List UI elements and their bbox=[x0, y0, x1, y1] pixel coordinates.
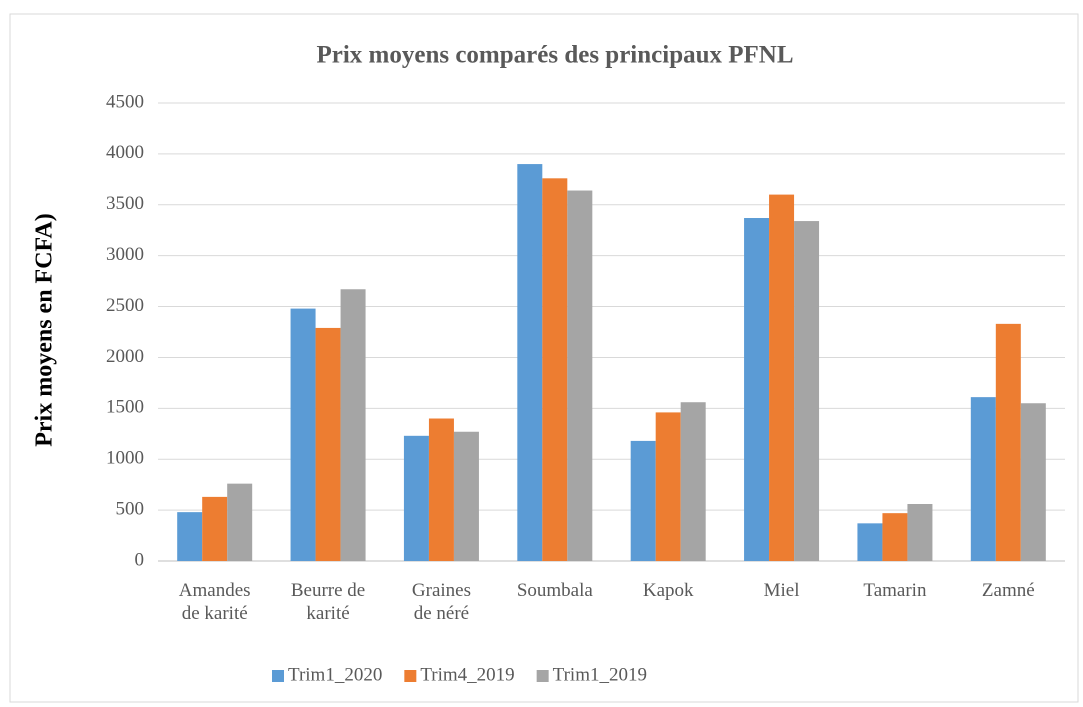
y-tick-label: 3000 bbox=[106, 244, 144, 265]
chart-title: Prix moyens comparés des principaux PFNL bbox=[316, 42, 793, 69]
y-tick-label: 3500 bbox=[106, 193, 144, 214]
bar bbox=[517, 164, 543, 562]
bar bbox=[542, 178, 568, 561]
x-tick-label: Tamarin bbox=[863, 580, 927, 601]
legend-label: Trim1_2019 bbox=[553, 664, 647, 685]
bar bbox=[177, 512, 203, 561]
bar bbox=[227, 483, 253, 561]
legend-swatch bbox=[272, 670, 284, 682]
x-tick-label: Soumbala bbox=[516, 580, 593, 601]
bar bbox=[428, 418, 454, 561]
y-tick-label: 2000 bbox=[106, 346, 144, 367]
legend-label: Trim1_2020 bbox=[288, 664, 382, 685]
bar bbox=[567, 190, 593, 562]
legend-swatch bbox=[404, 670, 417, 682]
x-tick-label: Zamné bbox=[981, 580, 1035, 601]
bar bbox=[315, 327, 341, 561]
bar bbox=[680, 402, 706, 561]
bar bbox=[970, 397, 996, 561]
bar bbox=[630, 440, 656, 561]
bar bbox=[882, 513, 908, 561]
bar bbox=[995, 323, 1021, 561]
y-tick-label: 4500 bbox=[106, 91, 144, 112]
bar bbox=[403, 435, 429, 561]
bar bbox=[453, 431, 479, 561]
y-tick-label: 500 bbox=[116, 498, 145, 519]
y-tick-label: 1500 bbox=[106, 397, 144, 418]
legend-label: Trim4_2019 bbox=[420, 664, 514, 685]
bar bbox=[794, 221, 820, 561]
x-tick-label: Miel bbox=[763, 580, 800, 601]
bar bbox=[857, 523, 883, 561]
bar bbox=[202, 496, 228, 561]
bar bbox=[907, 504, 933, 561]
bar bbox=[290, 308, 316, 561]
legend-swatch bbox=[536, 670, 549, 682]
bar bbox=[655, 412, 681, 561]
bar bbox=[340, 289, 366, 561]
bar bbox=[769, 194, 795, 561]
bar bbox=[744, 218, 770, 561]
x-tick-label: Graines de néré bbox=[411, 580, 471, 624]
y-axis-label: Prix moyens en FCFA) bbox=[32, 213, 58, 447]
x-tick-label: Amandes de karité bbox=[178, 580, 251, 624]
bar bbox=[1020, 403, 1046, 561]
y-tick-label: 4000 bbox=[106, 142, 144, 163]
y-tick-label: 2500 bbox=[106, 295, 144, 316]
x-tick-label: Beurre de karité bbox=[290, 580, 366, 624]
x-tick-label: Kapok bbox=[642, 580, 694, 601]
y-tick-label: 0 bbox=[135, 549, 145, 570]
y-tick-label: 1000 bbox=[106, 448, 144, 469]
